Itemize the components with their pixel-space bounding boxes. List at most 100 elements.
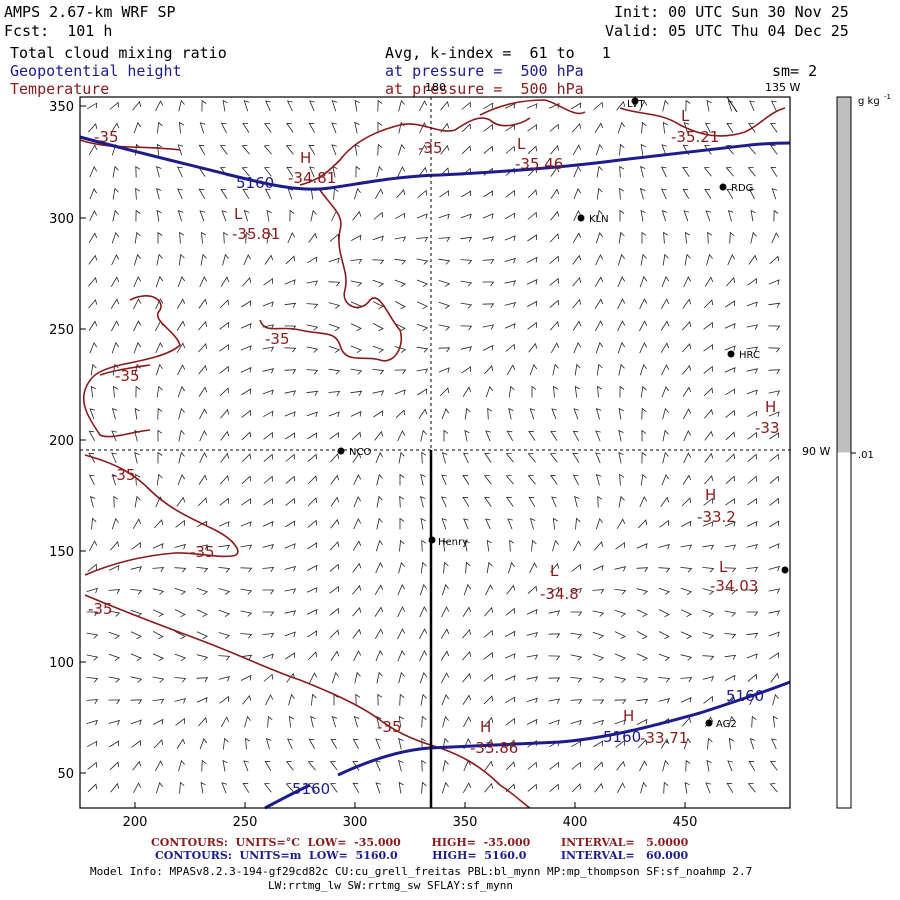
- wind-barb: [618, 429, 624, 442]
- meridian-180-label: 180: [425, 81, 446, 94]
- wind-barb: [570, 677, 583, 683]
- wind-barb: [240, 674, 252, 681]
- height-contour: [264, 783, 311, 810]
- wind-barb: [504, 280, 517, 286]
- wind-barb: [705, 210, 712, 222]
- wind-barb: [198, 343, 208, 353]
- wind-barb: [618, 407, 624, 420]
- wind-barb: [570, 719, 582, 726]
- wind-barb: [135, 209, 141, 222]
- wind-barb: [177, 188, 183, 200]
- wind-barb: [219, 299, 230, 309]
- wind-barb: [219, 497, 229, 506]
- wind-barb: [596, 363, 603, 376]
- wind-barb: [747, 278, 757, 286]
- wind-barb: [109, 101, 119, 110]
- wind-barb: [707, 231, 713, 244]
- wind-barb: [592, 565, 604, 571]
- wind-barb: [553, 385, 559, 398]
- wind-barb: [442, 715, 449, 728]
- wind-barb: [178, 407, 185, 420]
- wind-barb: [486, 561, 493, 574]
- wind-barb: [746, 389, 758, 396]
- wind-barb: [726, 782, 734, 793]
- wind-barb: [263, 410, 274, 418]
- wind-barb: [460, 302, 473, 309]
- wind-barb: [198, 717, 208, 727]
- wind-barb: [333, 187, 339, 200]
- wind-barb: [592, 610, 605, 617]
- wind-barb: [573, 166, 582, 178]
- wind-barb: [639, 188, 646, 200]
- wind-barb: [462, 386, 472, 397]
- wind-barb: [88, 320, 98, 331]
- wind-barb: [440, 144, 450, 155]
- station-label: RDG: [731, 183, 753, 194]
- wind-barb: [768, 610, 781, 616]
- wind-barb: [573, 540, 582, 551]
- wind-barb: [176, 298, 186, 309]
- wind-barb: [242, 122, 250, 133]
- wind-barb: [439, 190, 450, 198]
- wind-barb: [596, 187, 603, 200]
- wind-barb: [505, 783, 515, 793]
- wind-barb: [571, 761, 581, 770]
- wind-barb: [87, 761, 97, 770]
- wind-barb: [462, 782, 472, 793]
- wind-barb: [618, 495, 625, 508]
- wind-barb: [420, 473, 426, 486]
- wind-barb: [636, 543, 648, 549]
- low-value: -35.21: [671, 128, 719, 146]
- high-value: -33.71: [640, 729, 688, 747]
- wind-barb: [683, 737, 692, 750]
- wind-barb: [682, 298, 692, 309]
- meridian-90w-label: 90 W: [802, 445, 830, 458]
- wind-barb: [108, 699, 121, 705]
- wind-barb: [197, 520, 208, 527]
- wind-barb: [241, 388, 252, 396]
- wind-barb: [262, 520, 274, 527]
- wind-barb: [504, 653, 516, 659]
- wind-barb: [549, 783, 559, 792]
- wind-barb: [377, 143, 383, 156]
- wind-barb: [727, 210, 734, 222]
- wind-barb: [575, 517, 581, 530]
- init-time: Init: 00 UTC Sun 30 Nov 25: [614, 3, 849, 21]
- station-dot: [705, 719, 713, 727]
- wind-barb: [441, 496, 447, 508]
- wind-barb: [460, 236, 473, 242]
- wind-barb: [680, 587, 693, 596]
- wind-barb: [376, 473, 383, 486]
- wind-barb: [770, 123, 778, 133]
- wind-barb: [441, 672, 450, 684]
- high-value: -34.81: [288, 169, 336, 187]
- wind-barb: [264, 123, 272, 133]
- wind-barb: [328, 281, 341, 287]
- wind-barb: [178, 253, 185, 266]
- wind-barb: [572, 232, 582, 243]
- wind-barb: [266, 209, 272, 222]
- wind-barb: [132, 760, 142, 771]
- wind-barb: [746, 520, 758, 527]
- wind-barb: [284, 347, 297, 353]
- wind-barb: [482, 344, 494, 351]
- wind-barb: [616, 518, 626, 529]
- wind-barb: [174, 587, 187, 595]
- wind-barb: [487, 407, 493, 420]
- wind-barb: [660, 166, 667, 178]
- wind-barb: [526, 632, 538, 638]
- station-label: KLN: [589, 214, 609, 225]
- wind-barb: [460, 346, 472, 352]
- wind-barb: [354, 187, 361, 200]
- wind-barb: [508, 385, 515, 398]
- wind-barb: [132, 100, 142, 111]
- wind-barb: [592, 676, 605, 683]
- wind-barb: [438, 280, 451, 287]
- wind-barb: [527, 761, 537, 770]
- wind-barb: [196, 631, 208, 640]
- wind-barb: [440, 628, 450, 639]
- wind-barb: [483, 673, 493, 682]
- wind-barb: [639, 363, 647, 376]
- low-letter: L: [550, 562, 559, 580]
- wind-barb: [683, 210, 690, 222]
